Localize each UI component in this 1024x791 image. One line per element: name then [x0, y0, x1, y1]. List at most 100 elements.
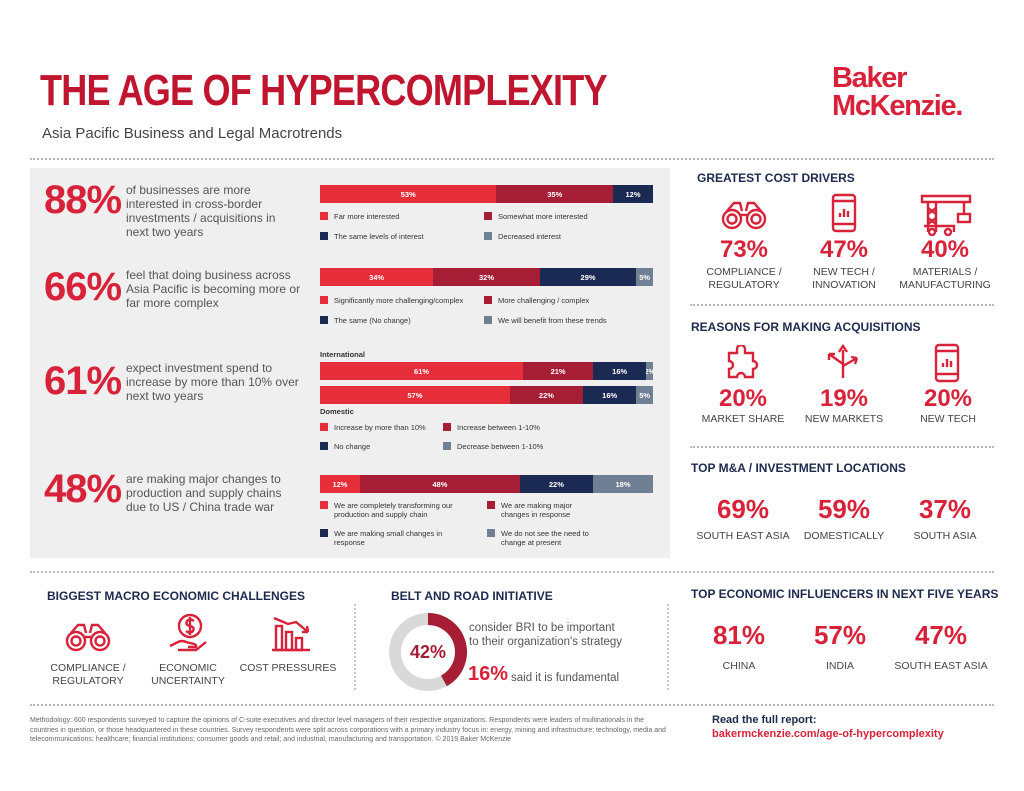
influencers-heading: TOP ECONOMIC INFLUENCERS IN NEXT FIVE YE… [691, 587, 999, 601]
crane-icon [920, 194, 972, 236]
legend-item: We are completely transforming our produ… [320, 501, 470, 519]
bar-1-segment-far-more: 53% [320, 185, 497, 203]
bar-intl-segment: 21% [523, 362, 594, 380]
legend-label: Decrease between 1-10% [457, 442, 544, 451]
stat-4-text: are making major changes to production a… [126, 472, 282, 514]
acq-2-percent: 19% [819, 385, 869, 412]
label-line: COST PRESSURES [239, 662, 337, 674]
column-divider [667, 604, 669, 690]
logo-line-2: McKenzie. [832, 90, 963, 122]
label-line: ECONOMIC [159, 662, 217, 674]
smartphone-icon [831, 193, 857, 233]
legend-label: More challenging / complex [498, 296, 590, 305]
report-link[interactable]: bakermckenzie.com/age-of-hypercomplexity [712, 728, 944, 740]
legend-swatch [320, 296, 328, 304]
legend-item: We do not see the need to change at pres… [487, 529, 597, 547]
bar-intl-segment: 16% [593, 362, 647, 380]
bar-dom-segment: 16% [583, 386, 637, 404]
section-divider [690, 304, 994, 306]
cost-drivers-heading: GREATEST COST DRIVERS [697, 171, 855, 185]
header-divider [30, 158, 994, 160]
legend-label: Decreased interest [498, 232, 561, 241]
signpost-icon [827, 344, 859, 378]
acq-2-label: NEW MARKETS [804, 413, 884, 425]
legend-swatch [320, 423, 328, 431]
location-1-label: SOUTH EAST ASIA [696, 530, 790, 542]
label-line: REGULATORY [708, 279, 780, 291]
bar-2-segment: 5% [636, 268, 653, 286]
legend-swatch [484, 232, 492, 240]
legend-item: More challenging / complex [484, 296, 589, 305]
legend-item: Increase between 1-10% [443, 423, 540, 432]
legend-label: Increase by more than 10% [334, 423, 426, 432]
legend-item: We are making small changes in response [320, 529, 450, 547]
acq-1-label: MARKET SHARE [701, 413, 785, 425]
bri-text-2: to their organization's strategy [469, 636, 623, 648]
legend-swatch [487, 501, 495, 509]
location-2-percent: 59% [817, 494, 871, 524]
acquisitions-heading: REASONS FOR MAKING ACQUISITIONS [691, 320, 921, 334]
logo-line-1: Baker [832, 62, 907, 94]
influencer-3-percent: 47% [914, 620, 968, 650]
cost-driver-2-label: NEW TECH / INNOVATION [784, 266, 904, 292]
legend-item: Increase by more than 10% [320, 423, 426, 432]
legend-label: No change [334, 442, 371, 451]
legend-swatch [320, 316, 328, 324]
cost-driver-1-percent: 73% [719, 236, 769, 263]
legend-swatch [320, 212, 328, 220]
influencer-1-percent: 81% [712, 620, 766, 650]
stacked-bar-international: 61% 21% 16% 2% [320, 362, 653, 380]
legend-item: We are making major changes in response [487, 501, 597, 519]
bri-percent-2: 16% [468, 663, 509, 685]
bar-2-segment: 32% [433, 268, 540, 286]
donut-center-label: 42% [410, 642, 446, 662]
label-line: MANUFACTURING [899, 279, 991, 291]
stacked-bar-4: 12% 48% 22% 18% [320, 475, 653, 493]
legend-swatch [443, 423, 451, 431]
bar-dom-segment: 5% [636, 386, 653, 404]
cost-driver-3-percent: 40% [920, 236, 970, 263]
legend-label: We are making major changes in response [501, 501, 573, 519]
bar-4-segment: 22% [519, 475, 594, 493]
binoculars-icon [721, 201, 767, 230]
legend-label: The same (No change) [334, 316, 411, 325]
acq-1-percent: 20% [718, 385, 768, 412]
stacked-bar-domestic: 57% 22% 16% 5% [320, 386, 653, 404]
legend-swatch [484, 296, 492, 304]
challenge-1-label: COMPLIANCE / REGULATORY [28, 662, 148, 688]
bar-4-segment: 18% [593, 475, 653, 493]
legend-item: The same levels of interest [320, 232, 424, 241]
legend-swatch [487, 529, 495, 537]
stat-1-percent: 88% [44, 178, 122, 222]
acq-3-percent: 20% [923, 385, 973, 412]
legend-swatch [484, 212, 492, 220]
read-full-report-label: Read the full report: [712, 714, 817, 726]
money-hand-icon [169, 613, 207, 652]
label-line: REGULATORY [52, 675, 124, 687]
bar-2-segment: 34% [320, 268, 434, 286]
bar-2-segment: 29% [539, 268, 637, 286]
binoculars-icon [65, 623, 111, 652]
bar-intl-segment: 2% [646, 362, 653, 380]
stacked-bar-2: 34% 32% 29% 5% [320, 268, 653, 286]
legend-label: We will benefit from these trends [498, 316, 607, 325]
legend-swatch [484, 316, 492, 324]
cost-driver-1-label: COMPLIANCE / REGULATORY [684, 266, 804, 292]
label-line: COMPLIANCE / [706, 266, 782, 278]
legend-item: The same (No change) [320, 316, 411, 325]
location-3-percent: 37% [918, 494, 972, 524]
legend-label: Far more interested [334, 212, 400, 221]
bar-dom-segment: 22% [509, 386, 584, 404]
legend-label: Significantly more challenging/complex [334, 296, 464, 305]
bar-1-segment-somewhat-more: 35% [496, 185, 614, 203]
label-line: INNOVATION [812, 279, 876, 291]
bar-1-segment-same: 12% [613, 185, 653, 203]
stat-1-text: of businesses are more interested in cro… [126, 183, 276, 239]
section-divider [690, 446, 994, 448]
acq-3-label: NEW TECH [920, 413, 976, 425]
legend-label: The same levels of interest [334, 232, 424, 241]
brand-logo: Baker McKenzie. [832, 62, 963, 122]
challenges-heading: BIGGEST MACRO ECONOMIC CHALLENGES [47, 589, 306, 603]
column-divider [354, 604, 356, 690]
legend-swatch [320, 442, 328, 450]
